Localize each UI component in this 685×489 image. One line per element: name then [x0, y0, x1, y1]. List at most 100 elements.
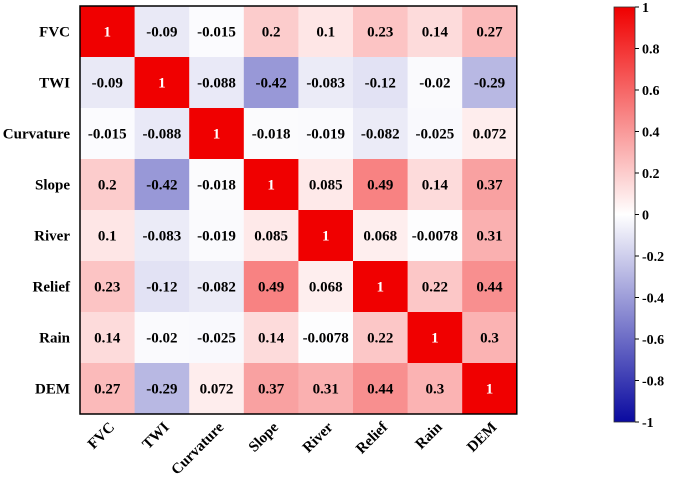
heatmap-cell-dem-slope — [243, 363, 299, 415]
cell-value-label: 0.44 — [367, 382, 394, 398]
cell-value-label: -0.088 — [143, 127, 182, 143]
heatmap-cell-twi-relief — [353, 57, 408, 109]
cell-value-label: -0.082 — [197, 280, 236, 296]
colorbar-tick-label: 0.4 — [642, 126, 660, 141]
cell-value-label: -0.018 — [197, 178, 236, 194]
heatmap-cell-twi-dem — [462, 57, 518, 109]
cell-value-label: -0.083 — [306, 76, 345, 92]
colorbar-tick-label: -0.4 — [642, 292, 664, 307]
cell-value-label: 0.14 — [94, 331, 121, 347]
cell-value-label: -0.12 — [146, 280, 177, 296]
heatmap-border — [79, 5, 518, 415]
heatmap-cell-relief-slope — [243, 261, 299, 313]
cell-value-label: -0.29 — [146, 382, 177, 398]
heatmap-cell-twi-rain — [407, 57, 463, 109]
cell-value-label: -0.09 — [146, 25, 177, 41]
row-label-river: River — [34, 229, 70, 245]
heatmap-cell-fvc-rain — [407, 6, 463, 58]
row-label-rain: Rain — [39, 331, 71, 347]
cell-value-label: -0.015 — [197, 25, 236, 41]
cell-value-label: -0.0078 — [303, 331, 349, 347]
col-label-twi: TWI — [140, 419, 173, 452]
col-label-slope: Slope — [246, 419, 282, 455]
heatmap-cell-river-twi — [134, 210, 190, 262]
row-label-dem: DEM — [35, 382, 70, 398]
cell-value-label: 0.22 — [367, 331, 393, 347]
col-label-rain: Rain — [413, 419, 447, 453]
cell-value-label: 1 — [213, 127, 221, 143]
heatmap-cell-fvc-fvc — [80, 6, 135, 58]
heatmap-cell-curvature-curvature — [189, 108, 245, 160]
cell-value-label: 0.1 — [98, 229, 117, 245]
colorbar-gradient — [613, 6, 636, 423]
heatmap-cell-dem-twi — [134, 363, 190, 415]
heatmap-cell-river-fvc — [80, 210, 135, 262]
cell-value-label: 1 — [158, 76, 166, 92]
cell-value-label: 1 — [267, 178, 275, 194]
heatmap-cell-twi-fvc — [80, 57, 135, 109]
colorbar-tick-label: 0.2 — [642, 167, 660, 182]
heatmap-cell-curvature-rain — [407, 108, 463, 160]
colorbar-tick-label: -0.2 — [642, 250, 664, 265]
heatmap-cell-curvature-fvc — [80, 108, 135, 160]
heatmap-cells: 1 -0.09 -0.015 0.2 0.1 0.23 0.14 0.27 -0.09 1 -0.0… — [79, 5, 518, 415]
cell-value-label: 0.37 — [476, 178, 503, 194]
heatmap-cell-fvc-relief — [353, 6, 408, 58]
cell-value-label: -0.018 — [252, 127, 291, 143]
heatmap-cell-twi-river — [298, 57, 354, 109]
cell-value-label: 0.14 — [258, 331, 285, 347]
heatmap-cell-dem-dem — [462, 363, 518, 415]
colorbar-tick-label: 0.8 — [642, 43, 660, 58]
heatmap-cell-dem-river — [298, 363, 354, 415]
cell-value-label: -0.083 — [143, 229, 182, 245]
cell-value-label: -0.088 — [197, 76, 236, 92]
heatmap-cell-twi-curvature — [189, 57, 245, 109]
col-label-curvature: Curvature — [168, 419, 227, 478]
cell-value-label: 0.27 — [94, 382, 121, 398]
cell-value-label: 1 — [431, 331, 439, 347]
cell-value-label: 0.2 — [262, 25, 281, 41]
cell-value-label: 0.072 — [473, 127, 507, 143]
cell-value-label: 0.31 — [476, 229, 502, 245]
heatmap-cell-river-slope — [243, 210, 299, 262]
cell-value-label: -0.025 — [416, 127, 455, 143]
cell-value-label: 0.3 — [426, 382, 445, 398]
cell-value-label: 0.3 — [480, 331, 499, 347]
heatmap-cell-rain-rain — [407, 312, 463, 364]
heatmap-cell-curvature-dem — [462, 108, 518, 160]
cell-value-label: -0.29 — [474, 76, 505, 92]
cell-value-label: -0.025 — [197, 331, 236, 347]
heatmap-cell-rain-twi — [134, 312, 190, 364]
cell-value-label: 0.072 — [200, 382, 234, 398]
heatmap-cell-slope-fvc — [80, 159, 135, 211]
row-label-fvc: FVC — [39, 25, 70, 41]
colorbar-tick-label: -1 — [642, 416, 654, 431]
heatmap-cell-rain-curvature — [189, 312, 245, 364]
heatmap-cell-slope-slope — [243, 159, 299, 211]
cell-value-label: 0.37 — [258, 382, 285, 398]
colorbar-tick-label: 1 — [642, 1, 649, 16]
row-label-relief: Relief — [33, 280, 71, 296]
colorbar-tick-label: 0.6 — [642, 84, 660, 99]
colorbar: 1 0.8 0.6 0.4 0.2 0 -0.2 -0.4 -0.6 -0.8 -1 — [613, 1, 664, 431]
cell-value-label: 1 — [104, 25, 112, 41]
cell-value-label: 0.14 — [422, 25, 449, 41]
row-label-slope: Slope — [35, 178, 70, 194]
colorbar-tick-label: -0.8 — [642, 375, 664, 390]
row-label-curvature: Curvature — [3, 127, 71, 143]
heatmap-cell-twi-twi — [134, 57, 190, 109]
cell-value-label: 0.44 — [476, 280, 503, 296]
heatmap-cell-relief-river — [298, 261, 354, 313]
cell-value-label: -0.015 — [88, 127, 127, 143]
cell-value-label: 0.22 — [422, 280, 448, 296]
heatmap-cell-dem-curvature — [189, 363, 245, 415]
heatmap-cell-slope-relief — [353, 159, 408, 211]
cell-value-label: 0.14 — [422, 178, 449, 194]
cell-value-label: 0.31 — [313, 382, 339, 398]
cell-value-label: -0.019 — [306, 127, 345, 143]
cell-value-label: 1 — [322, 229, 330, 245]
heatmap-cell-slope-river — [298, 159, 354, 211]
row-label-twi: TWI — [39, 76, 70, 92]
heatmap-cell-rain-slope — [243, 312, 299, 364]
